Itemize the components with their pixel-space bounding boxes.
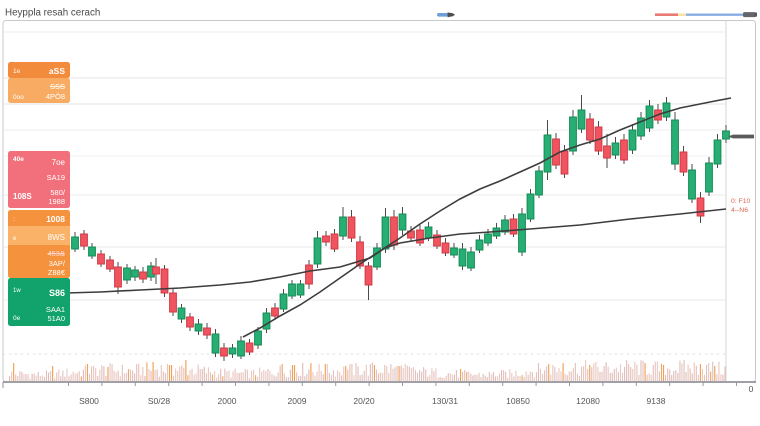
svg-text:2000: 2000 [218, 396, 237, 406]
svg-text:40e: 40e [13, 156, 24, 163]
svg-text:0e: 0e [13, 315, 21, 322]
svg-text:20/20: 20/20 [353, 396, 375, 406]
svg-text:12080: 12080 [576, 396, 600, 406]
svg-text:S86: S86 [49, 288, 65, 298]
svg-text:1988: 1988 [48, 197, 65, 206]
svg-text:10850: 10850 [506, 396, 530, 406]
svg-text:Heyppla resah cerach: Heyppla resah cerach [5, 8, 100, 19]
svg-text:SA19: SA19 [47, 173, 65, 182]
svg-text:1w: 1w [13, 288, 21, 294]
svg-text:8WS: 8WS [48, 233, 65, 242]
svg-text:Z88€: Z88€ [48, 268, 66, 277]
svg-text:e: e [13, 236, 17, 242]
svg-text:453&: 453& [47, 249, 65, 258]
svg-text:2009: 2009 [288, 396, 307, 406]
svg-text:0oo: 0oo [13, 94, 24, 101]
svg-text:108S: 108S [13, 192, 32, 201]
svg-text:1008: 1008 [46, 214, 65, 224]
svg-text:S0/28: S0/28 [148, 396, 170, 406]
svg-text:3AP/: 3AP/ [49, 259, 66, 268]
svg-text:580/: 580/ [50, 188, 66, 197]
svg-text::: : [13, 216, 15, 223]
svg-text:SAA1: SAA1 [46, 305, 65, 314]
svg-text:9138: 9138 [647, 396, 666, 406]
svg-text:7oe: 7oe [52, 158, 66, 167]
svg-text:4PÖ8: 4PÖ8 [46, 92, 65, 101]
svg-text:SSS: SSS [50, 82, 65, 91]
svg-text:aSS: aSS [49, 66, 65, 76]
svg-text:4--N6: 4--N6 [731, 207, 748, 214]
svg-text:0: F10: 0: F10 [731, 198, 750, 205]
svg-text:0: 0 [749, 384, 754, 394]
svg-text:130/31: 130/31 [432, 396, 458, 406]
svg-text:1e: 1e [13, 68, 21, 75]
svg-text:S800: S800 [79, 396, 99, 406]
svg-text:51A0: 51A0 [47, 314, 65, 323]
